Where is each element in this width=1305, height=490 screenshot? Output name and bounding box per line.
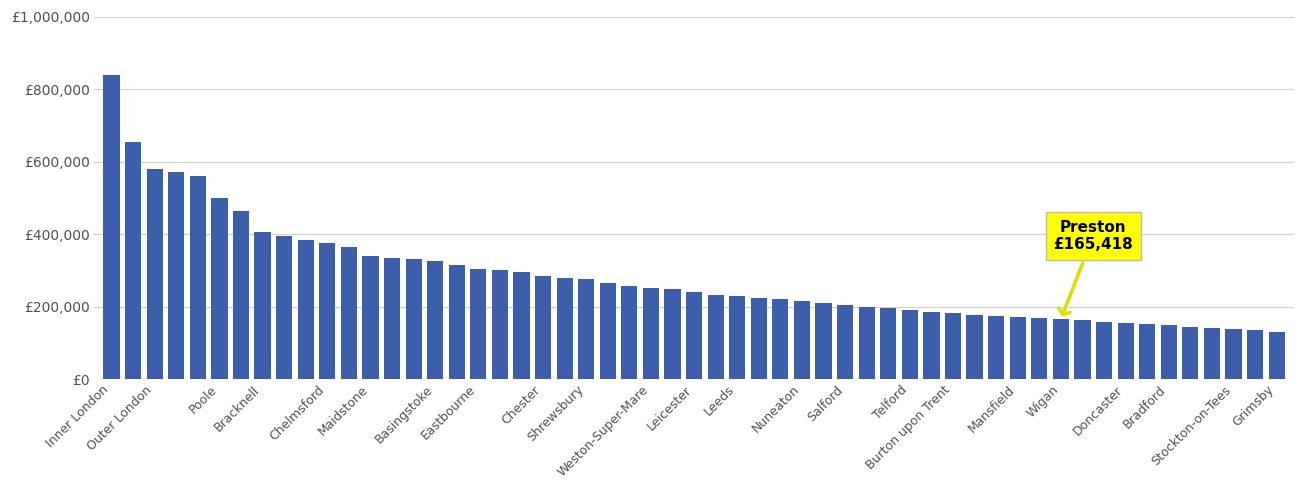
Bar (750, 297, 767, 379)
Bar (924, 312, 940, 379)
Bar (125, 142, 141, 379)
Bar (1031, 318, 1048, 379)
Bar (556, 278, 573, 379)
Bar (492, 270, 508, 379)
Bar (470, 269, 487, 379)
Bar (320, 243, 335, 379)
Bar (967, 315, 983, 379)
Bar (621, 286, 637, 379)
Bar (816, 303, 831, 379)
Bar (902, 310, 917, 379)
Bar (363, 256, 378, 379)
Text: Preston
£165,418: Preston £165,418 (1053, 220, 1133, 315)
Bar (427, 261, 444, 379)
Bar (1160, 325, 1177, 379)
Bar (189, 176, 206, 379)
Bar (211, 198, 227, 379)
Bar (1248, 330, 1263, 379)
Bar (880, 308, 897, 379)
Bar (168, 172, 184, 379)
Bar (1117, 323, 1134, 379)
Bar (1203, 328, 1220, 379)
Bar (146, 169, 163, 379)
Bar (1053, 319, 1069, 379)
Bar (341, 247, 358, 379)
Bar (773, 299, 788, 379)
Bar (513, 272, 530, 379)
Bar (298, 240, 313, 379)
Bar (384, 258, 401, 379)
Bar (729, 296, 745, 379)
Bar (707, 295, 724, 379)
Bar (686, 292, 702, 379)
Bar (600, 283, 616, 379)
Bar (1139, 324, 1155, 379)
Bar (254, 232, 270, 379)
Bar (1182, 326, 1198, 379)
Bar (643, 288, 659, 379)
Bar (277, 236, 292, 379)
Bar (1225, 329, 1241, 379)
Bar (793, 301, 810, 379)
Bar (578, 279, 594, 379)
Bar (535, 276, 551, 379)
Bar (1268, 332, 1284, 379)
Bar (449, 265, 465, 379)
Bar (406, 260, 422, 379)
Bar (232, 211, 249, 379)
Bar (1096, 322, 1112, 379)
Bar (1010, 317, 1026, 379)
Bar (103, 74, 120, 379)
Bar (859, 307, 874, 379)
Bar (1074, 320, 1091, 379)
Bar (945, 313, 960, 379)
Bar (664, 289, 681, 379)
Bar (988, 316, 1005, 379)
Bar (837, 305, 853, 379)
